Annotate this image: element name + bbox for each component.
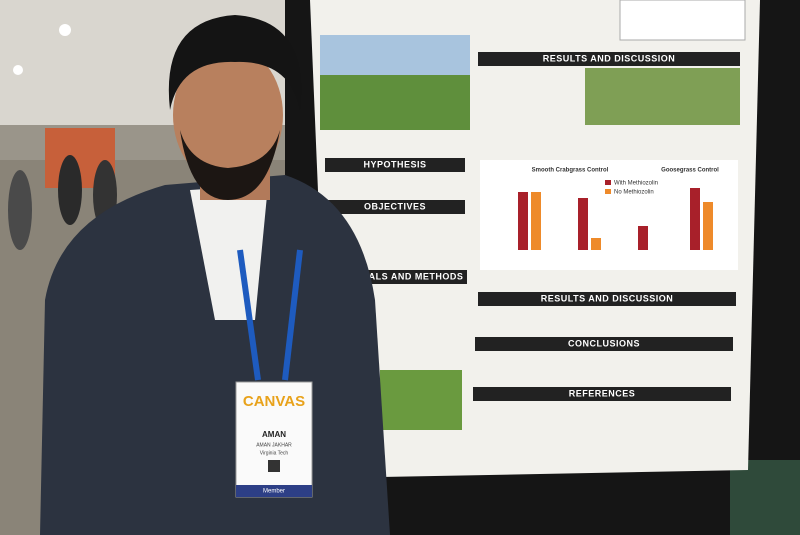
poster-photo <box>380 370 462 430</box>
beard <box>180 130 280 200</box>
section-title: RESULTS AND DISCUSSION <box>543 53 676 63</box>
badge-full-name: AMAN JAKHAR <box>256 442 292 448</box>
poster-bar <box>591 238 601 250</box>
hair <box>168 15 302 110</box>
lanyard <box>282 249 303 381</box>
chair <box>730 460 800 535</box>
legend-swatch <box>605 180 611 185</box>
section-title: HYPOTHESIS <box>363 159 426 169</box>
section-title: OBJECTIVES <box>364 201 426 211</box>
poster-bar <box>690 188 700 250</box>
section-header <box>325 200 465 214</box>
badge-affiliation: Virginia Tech <box>260 450 289 456</box>
section-title: CONCLUSIONS <box>568 338 640 348</box>
face <box>173 45 283 185</box>
qr-code <box>268 460 280 472</box>
badge-event: CANVAS <box>243 393 305 410</box>
section-title: RIALS AND METHODS <box>359 271 464 281</box>
light <box>13 65 23 75</box>
poster-bar <box>578 198 588 250</box>
chart-title: Smooth Crabgrass Control <box>532 168 609 174</box>
light <box>59 24 71 36</box>
poster-bar <box>518 192 528 250</box>
section-header <box>478 52 740 66</box>
poster-table <box>619 0 746 41</box>
section-header <box>475 337 733 351</box>
poster-bar <box>531 192 541 250</box>
shirt <box>190 185 268 320</box>
section-header <box>478 292 736 306</box>
section-title: REFERENCES <box>569 388 636 398</box>
section-header <box>355 270 467 284</box>
section-header <box>473 387 731 401</box>
badge <box>235 381 313 498</box>
poster-photo-sky <box>320 35 470 75</box>
section-title: RESULTS AND DISCUSSION <box>541 293 674 303</box>
legend-swatch <box>605 189 611 194</box>
poster-bar <box>638 226 648 250</box>
lanyard <box>237 249 261 381</box>
badge-name: AMAN <box>262 430 286 439</box>
section-header <box>325 158 465 172</box>
chart-title: Goosegrass Control <box>661 168 719 174</box>
badge-status: Member <box>263 489 285 495</box>
legend-label: With Methiozolin <box>614 181 658 187</box>
poster-bar <box>703 202 713 250</box>
distant-person <box>58 155 82 225</box>
badge-footer <box>236 485 312 497</box>
distant-person <box>8 170 32 250</box>
poster-photo <box>585 68 740 125</box>
legend-label: No Methiozolin <box>614 190 654 196</box>
